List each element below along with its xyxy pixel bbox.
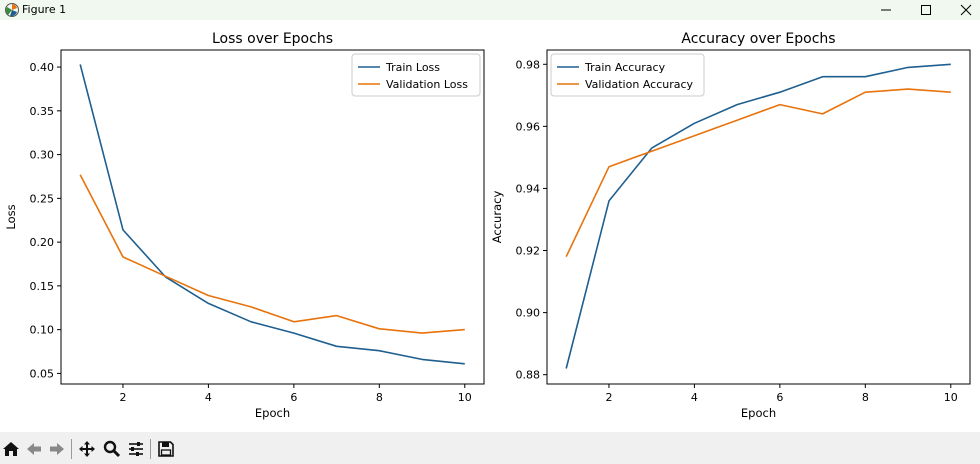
y-tick-label: 0.98 [516,58,541,71]
x-axis-label: Epoch [741,406,776,420]
legend-label: Train Accuracy [584,61,666,74]
y-tick-label: 0.30 [30,149,55,162]
save-icon [158,441,174,457]
y-tick-label: 0.88 [516,369,541,382]
y-tick-label: 0.25 [30,192,55,205]
home-button[interactable] [2,440,20,458]
figure-svg: Loss over Epochs 2 4 6 8 10 0.05 0.10 0.15 0.20 0.… [4,31,971,420]
chart-title: Loss over Epochs [212,31,333,47]
legend-label: Validation Loss [386,78,468,91]
x-tick-label: 4 [205,391,212,404]
zoom-icon [103,440,121,458]
y-tick-label: 0.40 [30,61,55,74]
pan-icon [79,441,95,457]
x-tick-label: 10 [944,391,958,404]
y-axis-label: Loss [4,204,18,229]
x-tick-label: 8 [862,391,869,404]
y-tick-label: 0.05 [30,367,55,380]
figure-canvas[interactable]: Loss over Epochs 2 4 6 8 10 0.05 0.10 0.15 0.20 0.… [0,20,980,432]
axes-frame [60,49,485,385]
series-line-train-accuracy [565,63,951,369]
back-icon [27,443,41,455]
maximize-button[interactable] [906,0,946,20]
matplotlib-figure-icon [4,2,20,18]
zoom-button[interactable] [103,440,121,458]
y-tick-label: 0.96 [516,120,541,133]
y-tick-label: 0.94 [516,182,541,195]
x-axis-label: Epoch [255,406,290,420]
window-title: Figure 1 [22,3,67,16]
x-tick-label: 2 [119,391,126,404]
y-tick-label: 0.35 [30,105,55,118]
y-tick-label: 0.90 [516,307,541,320]
y-tick-label: 0.20 [30,236,55,249]
minimize-icon [881,9,891,11]
series-line-validation-loss [79,174,465,334]
forward-icon [50,443,64,455]
legend-label: Validation Accuracy [585,78,694,91]
toolbar-separator [150,439,151,459]
y-tick-label: 0.10 [30,324,55,337]
legend-box [550,53,705,97]
series-line-train-loss [79,64,465,365]
chart-title: Accuracy over Epochs [681,31,835,47]
close-button[interactable] [946,0,980,20]
axes-frame [546,49,971,385]
x-tick-label: 8 [376,391,383,404]
home-icon [3,442,19,456]
pan-button[interactable] [78,440,96,458]
minimize-button[interactable] [866,0,906,20]
maximize-icon [921,5,931,15]
configure-subplots-button[interactable] [127,440,145,458]
close-icon [960,4,972,16]
legend-box [351,53,481,97]
x-tick-label: 6 [776,391,783,404]
x-tick-label: 4 [691,391,698,404]
legend-label: Train Loss [385,61,440,74]
save-button[interactable] [157,440,175,458]
x-tick-label: 2 [605,391,612,404]
configure-subplots-icon [129,442,143,456]
toolbar-separator [71,439,72,459]
x-tick-label: 6 [290,391,297,404]
x-tick-label: 10 [458,391,472,404]
back-button[interactable] [25,440,43,458]
series-line-validation-accuracy [565,88,951,258]
forward-button[interactable] [48,440,66,458]
navigation-toolbar [0,432,980,464]
y-tick-label: 0.92 [516,245,541,258]
y-tick-label: 0.15 [30,280,55,293]
y-axis-label: Accuracy [490,191,504,244]
window-titlebar: Figure 1 [0,0,980,20]
